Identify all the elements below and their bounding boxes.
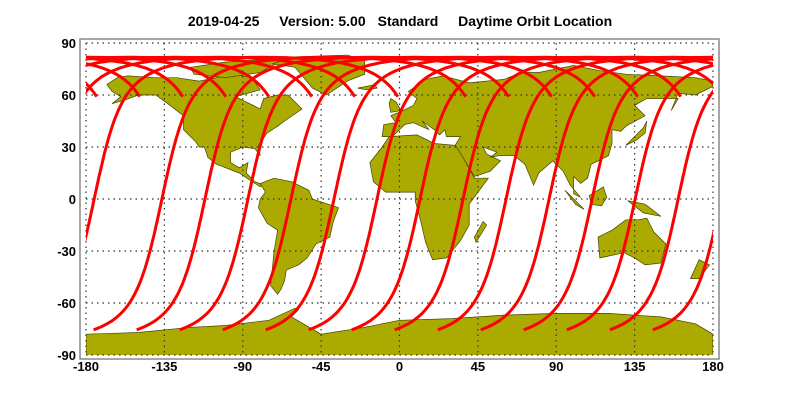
y-tick-label: 0 bbox=[69, 192, 76, 207]
x-tick-label: 135 bbox=[624, 359, 646, 374]
orbit-track bbox=[86, 55, 357, 98]
landmass-antarctica bbox=[86, 307, 713, 355]
orbit-track bbox=[179, 55, 553, 332]
orbit-track bbox=[86, 55, 314, 98]
orbit-track bbox=[351, 55, 713, 332]
orbit-track bbox=[308, 55, 682, 332]
title-description: Daytime Orbit Location bbox=[458, 13, 613, 29]
landmass-north-america bbox=[106, 73, 303, 188]
landmass-eurasia bbox=[381, 65, 713, 198]
orbit-track bbox=[523, 57, 713, 332]
orbit-track bbox=[566, 63, 713, 332]
grid-layer bbox=[85, 42, 714, 356]
orbit-track bbox=[652, 229, 713, 332]
y-tick-label: -30 bbox=[57, 244, 76, 259]
x-tick-label: 0 bbox=[396, 359, 403, 374]
orbit-track-layer bbox=[0, 55, 800, 332]
y-tick-label: -60 bbox=[57, 296, 76, 311]
orbit-track bbox=[86, 56, 185, 98]
orbit-track bbox=[0, 57, 11, 330]
x-tick-label: 45 bbox=[471, 359, 485, 374]
orbit-track bbox=[265, 55, 639, 332]
x-tick-label: -180 bbox=[73, 359, 99, 374]
orbit-track bbox=[480, 55, 713, 332]
orbit-track bbox=[136, 55, 510, 332]
orbit-track bbox=[86, 55, 400, 243]
x-tick-label: -45 bbox=[312, 359, 331, 374]
x-tick-label: 90 bbox=[549, 359, 563, 374]
x-axis-ticks: -180 -135 -90 -45 0 45 90 135 180 bbox=[73, 359, 724, 374]
landmass-japan bbox=[625, 120, 648, 146]
landmass-australia bbox=[597, 217, 667, 266]
title-version: Version: 5.00 bbox=[279, 13, 366, 29]
orbit-track bbox=[609, 89, 713, 332]
x-tick-label: -135 bbox=[151, 359, 177, 374]
map-frame bbox=[79, 38, 720, 360]
orbit-track bbox=[0, 57, 54, 330]
orbit-track bbox=[86, 81, 98, 98]
y-tick-label: 60 bbox=[62, 88, 76, 103]
landmass-sumatra bbox=[564, 190, 585, 210]
orbit-track bbox=[394, 55, 713, 332]
orbit-track bbox=[222, 55, 596, 332]
x-tick-label: 180 bbox=[702, 359, 724, 374]
landmass-new-guinea bbox=[627, 200, 662, 217]
orbit-track bbox=[764, 57, 800, 330]
landmass-south-america bbox=[258, 177, 339, 295]
map-title: 2019-04-25 Version: 5.00 Standard Daytime… bbox=[0, 13, 800, 29]
y-tick-label: -90 bbox=[57, 348, 76, 363]
orbit-track bbox=[721, 57, 800, 330]
orbit-track bbox=[86, 55, 271, 98]
y-tick-label: 30 bbox=[62, 140, 76, 155]
title-date: 2019-04-25 bbox=[187, 13, 260, 29]
y-axis-ticks: 90 60 30 0 -30 -60 -90 bbox=[57, 36, 76, 363]
title-product: Standard bbox=[377, 13, 439, 29]
landmass-madagascar bbox=[474, 220, 488, 244]
y-tick-label: 90 bbox=[62, 36, 76, 51]
land-layer bbox=[86, 54, 713, 355]
landmass-africa bbox=[369, 134, 489, 261]
orbit-track bbox=[437, 55, 713, 332]
x-tick-label: -90 bbox=[233, 359, 252, 374]
